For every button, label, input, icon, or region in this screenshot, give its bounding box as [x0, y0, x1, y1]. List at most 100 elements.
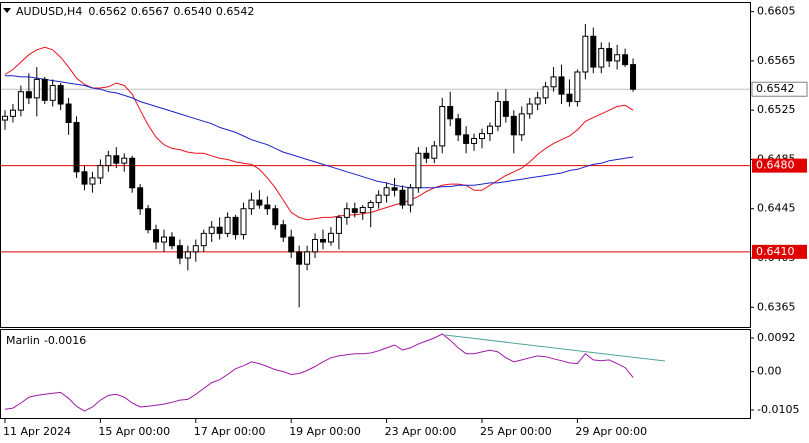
candle-body: [343, 208, 350, 218]
candle-body: [479, 133, 485, 140]
candle-body: [312, 239, 319, 253]
candle-body: [121, 157, 128, 164]
candle-body: [17, 91, 24, 111]
candle-body: [304, 251, 311, 265]
candle-body: [216, 226, 223, 234]
indicator-line: [4, 46, 634, 221]
candle-body: [248, 199, 255, 210]
level-label-box: [752, 244, 807, 259]
candle-body: [176, 245, 183, 259]
candle-body: [463, 134, 470, 144]
candle-body: [558, 76, 565, 95]
y-tick-label: 0.0092: [757, 331, 796, 344]
candle-body: [113, 155, 120, 164]
indicator-name: Marlin: [6, 334, 40, 347]
divergence-trendline: [444, 334, 666, 362]
candle-body: [280, 224, 287, 238]
candle-body: [399, 189, 406, 206]
level-label: 0.6480: [756, 159, 795, 172]
indicator-header: Marlin -0.0016: [6, 334, 86, 347]
candle-body: [161, 236, 167, 243]
candle-body: [622, 54, 629, 66]
y-tick-label: 0.6565: [757, 54, 796, 67]
candle-body: [502, 101, 509, 117]
plot-layer: 0.66050.65650.65250.64850.64450.64050.63…: [1, 5, 808, 438]
candle-body: [614, 54, 621, 62]
candle-body: [455, 118, 462, 136]
low: 0.6540: [173, 5, 212, 18]
candle-body: [184, 251, 191, 259]
candle-body: [224, 216, 231, 234]
candle-body: [232, 216, 239, 236]
candle-body: [574, 71, 581, 103]
candle-body: [431, 145, 438, 159]
candle-body: [391, 187, 398, 191]
candle-body: [65, 103, 72, 123]
y-tick-label: 0.6365: [757, 300, 796, 313]
x-tick-label: 29 Apr 00:00: [575, 425, 647, 438]
candle-body: [272, 208, 279, 226]
candle-body: [534, 97, 541, 105]
candle-body: [89, 177, 96, 185]
candle-body: [630, 64, 637, 90]
candle-body: [471, 138, 478, 144]
candle-body: [447, 105, 454, 120]
x-tick-label: 15 Apr 00:00: [98, 425, 170, 438]
x-tick-label: 19 Apr 00:00: [289, 425, 361, 438]
candle-body: [168, 236, 175, 247]
candle-body: [49, 85, 56, 101]
candle-body: [383, 187, 390, 196]
candle-body: [407, 187, 414, 206]
candle-body: [598, 48, 605, 68]
candle-body: [359, 207, 366, 213]
candle-body: [2, 115, 8, 121]
candle-body: [57, 85, 64, 105]
last-price-label: 0.6542: [756, 82, 795, 95]
candle-body: [415, 152, 422, 189]
candle-body: [606, 48, 613, 62]
x-tick-label: 11 Apr 2024: [3, 425, 71, 438]
candle-body: [439, 105, 446, 147]
candle-body: [192, 245, 199, 253]
candle-body: [153, 229, 160, 243]
candle-body: [375, 194, 382, 204]
y-tick-label: 0.00: [757, 365, 782, 378]
open: 0.6562: [88, 5, 127, 18]
candle-body: [494, 101, 501, 127]
y-tick-label: 0.6525: [757, 103, 796, 116]
candle-body: [33, 78, 40, 99]
close: 0.6542: [216, 5, 255, 18]
chart-header: AUDUSD,H4 0.6562 0.6567 0.6540 0.6542: [16, 5, 254, 18]
candle-body: [208, 226, 215, 234]
candle-body: [367, 202, 374, 209]
candle-body: [486, 125, 493, 135]
candle-body: [582, 35, 589, 73]
candle-body: [145, 208, 152, 231]
candle-body: [240, 208, 247, 236]
x-tick-label: 25 Apr 00:00: [480, 425, 552, 438]
y-tick-label: 0.6445: [757, 202, 796, 215]
candle-body: [526, 103, 533, 115]
candle-body: [590, 35, 597, 68]
candle-body: [296, 251, 303, 265]
indicator-line: [5, 75, 634, 189]
candle-body: [129, 157, 136, 189]
candle-body: [264, 204, 271, 210]
candle-body: [510, 115, 517, 136]
candle-body: [97, 165, 104, 179]
candle-body: [288, 236, 295, 253]
candle-body: [542, 86, 549, 99]
candle-body: [256, 199, 263, 206]
indicator-value: -0.0016: [44, 334, 86, 347]
menu-triangle: [3, 8, 11, 13]
candle-body: [550, 76, 557, 88]
candle-body: [518, 113, 525, 136]
x-tick-label: 23 Apr 00:00: [385, 425, 457, 438]
candle-body: [41, 78, 48, 101]
candle-body: [327, 232, 334, 243]
candle-body: [137, 187, 144, 210]
main-pane-border: [0, 2, 751, 328]
